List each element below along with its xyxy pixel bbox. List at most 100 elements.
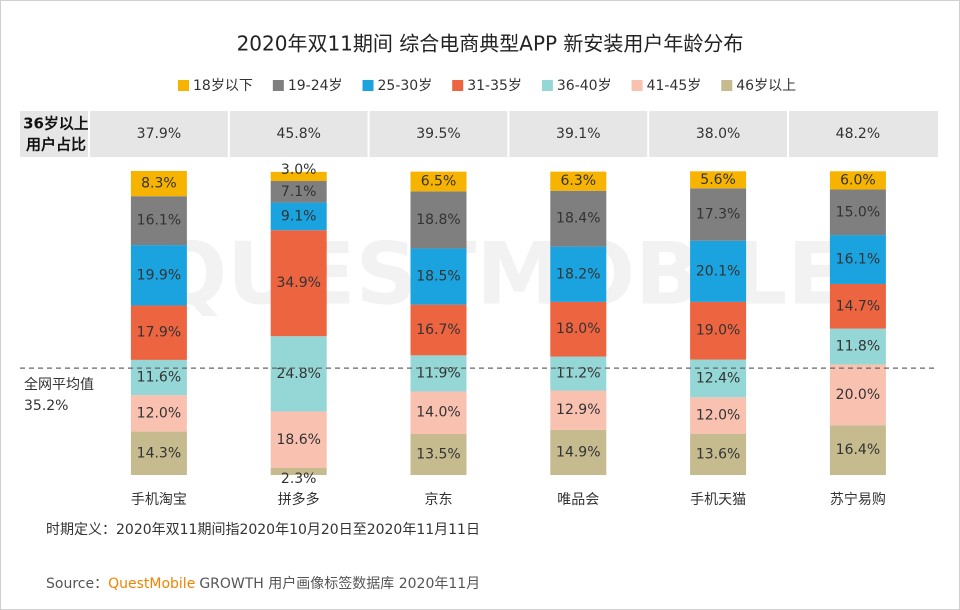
chart-title: 2020年双11期间 综合电商典型APP 新安装用户年龄分布 xyxy=(237,32,744,56)
bar-segment xyxy=(410,304,467,356)
bar-segment xyxy=(130,431,187,475)
bar-segment xyxy=(130,171,187,197)
data-label: 6.3% xyxy=(561,173,597,189)
bar-segment xyxy=(550,190,607,247)
legend-swatch xyxy=(272,80,284,91)
legend-label: 46岁以上 xyxy=(736,78,796,94)
x-tick-label: 手机天猫 xyxy=(690,492,746,508)
bar-segment xyxy=(829,171,886,190)
bar-segment xyxy=(829,425,886,475)
data-label: 18.0% xyxy=(556,321,600,337)
legend-swatch xyxy=(178,80,189,91)
legend-label: 19-24岁 xyxy=(288,78,343,94)
bar-segment xyxy=(550,390,607,430)
data-label: 12.0% xyxy=(696,407,740,423)
data-label: 17.3% xyxy=(696,207,740,223)
data-label: 12.9% xyxy=(556,402,600,418)
footnote: 时期定义：2020年双11期间指2020年10月20日至2020年11月11日 xyxy=(46,522,480,538)
data-label: 18.4% xyxy=(556,211,600,227)
bar-segment xyxy=(130,245,187,306)
share-row-label: 用户占比 xyxy=(26,136,86,154)
bar-segment xyxy=(690,359,747,398)
data-label: 18.6% xyxy=(276,432,320,448)
data-label: 16.1% xyxy=(137,213,181,229)
legend-swatch xyxy=(541,80,553,91)
bar-segment xyxy=(410,434,467,475)
bar-segment xyxy=(270,181,327,203)
bar-segment xyxy=(550,429,607,475)
bar-segment xyxy=(829,364,886,426)
bar-segment xyxy=(130,196,187,246)
bar-segment xyxy=(690,171,747,189)
share-value: 38.0% xyxy=(696,126,740,142)
x-tick-label: 唯品会 xyxy=(557,492,599,508)
x-tick-label: 京东 xyxy=(425,492,453,508)
bar-segment xyxy=(270,336,327,412)
share-value: 39.1% xyxy=(556,126,600,142)
legend-label: 36-40岁 xyxy=(557,78,612,94)
x-tick-label: 手机淘宝 xyxy=(131,492,187,508)
bar-segment xyxy=(550,171,607,191)
x-tick-label: 拼多多 xyxy=(278,491,320,508)
bar-segment xyxy=(550,356,607,391)
bar-segment xyxy=(270,202,327,231)
share-row-bg xyxy=(20,111,938,157)
source: Source：QuestMobile GROWTH 用户画像标签数据库 2020年… xyxy=(46,575,480,592)
data-label: 14.7% xyxy=(836,298,880,314)
data-label: 12.0% xyxy=(137,405,181,421)
data-label: 16.7% xyxy=(416,322,460,338)
share-row-label: 36岁以上 xyxy=(23,115,89,133)
legend-label: 41-45岁 xyxy=(647,78,702,94)
data-label: 6.5% xyxy=(421,173,457,189)
legend: 18岁以下 19-24岁 25-30岁 31-35岁 36-40岁 41-45岁 46岁以上 xyxy=(178,78,796,94)
data-label: 2.3% xyxy=(281,471,317,487)
bar-segment xyxy=(270,468,327,475)
data-label: 12.4% xyxy=(696,370,740,386)
data-label: 17.9% xyxy=(137,325,181,341)
bar-segment xyxy=(829,328,886,365)
data-label: 6.0% xyxy=(840,172,876,188)
average-label: 全网平均值 xyxy=(24,376,94,393)
bar-segment xyxy=(410,171,467,192)
data-label: 11.8% xyxy=(836,339,880,355)
bar-segment xyxy=(690,240,747,302)
data-label: 14.9% xyxy=(556,444,600,460)
bar-segment xyxy=(829,283,886,329)
legend-label: 25-30岁 xyxy=(378,78,433,94)
bar-segment xyxy=(270,230,327,337)
bar-segment xyxy=(829,189,886,236)
bar-segment xyxy=(410,391,467,435)
bar-segment xyxy=(550,301,607,357)
data-label: 5.6% xyxy=(700,172,736,188)
data-label: 34.9% xyxy=(276,275,320,291)
data-label: 18.8% xyxy=(416,212,460,228)
data-label: 20.0% xyxy=(836,387,880,403)
share-value: 45.8% xyxy=(276,126,320,142)
bar-segment xyxy=(410,355,467,392)
data-label: 11.9% xyxy=(416,365,460,381)
data-label: 16.4% xyxy=(836,442,880,458)
data-label: 3.0% xyxy=(281,162,317,178)
source-text: GROWTH 用户画像标签数据库 2020年11月 xyxy=(199,575,480,592)
bar-segment xyxy=(690,188,747,241)
data-label: 18.5% xyxy=(416,269,460,285)
bar-segment xyxy=(130,359,187,396)
data-label: 15.0% xyxy=(836,204,880,220)
legend-label: 31-35岁 xyxy=(467,78,522,94)
data-label: 19.9% xyxy=(137,267,181,283)
legend-label: 18岁以下 xyxy=(193,78,253,94)
bar-segment xyxy=(550,246,607,302)
bar-segment xyxy=(270,411,327,469)
legend-swatch xyxy=(452,80,464,91)
bar-segment xyxy=(410,191,467,249)
legend-swatch xyxy=(631,80,643,91)
share-value: 48.2% xyxy=(836,126,880,142)
x-tick-label: 苏宁易购 xyxy=(830,491,886,508)
bar-segment xyxy=(690,397,747,434)
data-label: 9.1% xyxy=(281,208,317,224)
legend-swatch xyxy=(721,80,733,91)
bar-segment xyxy=(690,433,747,475)
bar-segment xyxy=(130,305,187,360)
